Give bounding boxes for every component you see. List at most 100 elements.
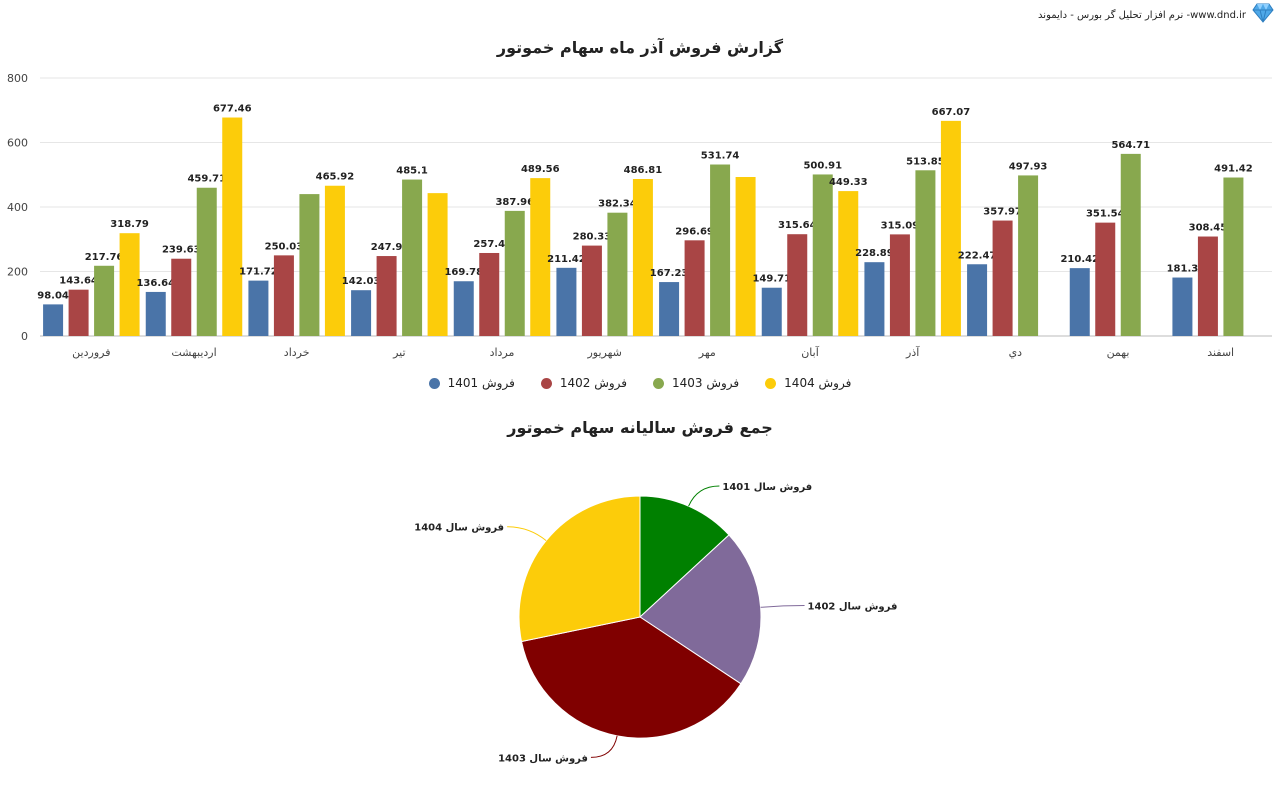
- pie-slice: [520, 616, 742, 739]
- data-label: 280.33: [573, 232, 612, 243]
- bar: [1018, 175, 1039, 336]
- brand-text: نرم افزار تحلیل گر بورس - دایموند -www.d…: [1038, 9, 1246, 21]
- data-label: 211.42: [547, 254, 586, 265]
- bar: [479, 252, 500, 336]
- data-label: 98.04: [37, 290, 69, 301]
- pie-slice: [639, 534, 762, 685]
- legend-label: فروش 1404: [784, 376, 852, 390]
- bar: [1223, 177, 1244, 336]
- bar: [787, 234, 808, 336]
- bar: [94, 265, 115, 336]
- legend-item-1402[interactable]: فروش 1402: [540, 376, 627, 390]
- data-label: 296.69: [675, 226, 714, 237]
- legend-swatch: [653, 377, 664, 389]
- data-label: 169.78: [444, 267, 483, 278]
- data-label: 308.45: [1189, 223, 1228, 234]
- bar: [427, 193, 448, 336]
- bar: [1172, 277, 1193, 336]
- x-tick-label: آبان: [801, 345, 819, 359]
- bar: [299, 194, 320, 336]
- bar: [376, 256, 397, 336]
- x-tick-label: مرداد: [490, 346, 515, 359]
- data-label: 465.92: [316, 172, 355, 183]
- bar: [940, 120, 961, 336]
- leader-line: [590, 735, 618, 758]
- bar: [196, 187, 217, 336]
- legend-item-1404[interactable]: فروش 1404: [765, 376, 851, 390]
- data-label: 136.64: [136, 278, 175, 289]
- data-label: 315.64: [778, 220, 817, 231]
- bar: [119, 233, 140, 336]
- x-tick-label: فروردین: [72, 346, 110, 359]
- data-label: 485.1: [396, 166, 428, 177]
- bar-chart-legend: فروش 1401 فروش 1402 فروش 1403 فروش 1404: [0, 373, 1280, 393]
- data-label: 171.72: [239, 267, 278, 278]
- x-tick-label: دي: [1009, 346, 1023, 359]
- bar: [838, 191, 859, 336]
- bar: [889, 234, 910, 336]
- x-tick-label: اسفند: [1207, 346, 1234, 359]
- data-label: 143.64: [59, 276, 98, 287]
- x-tick-label: شهریور: [586, 346, 621, 359]
- leader-line: [688, 485, 720, 507]
- data-label: 387.96: [495, 197, 534, 208]
- bar: [248, 280, 269, 336]
- bar: [530, 178, 551, 336]
- x-tick-label: آذر: [905, 345, 920, 359]
- bar: [453, 281, 474, 336]
- slice-label: فروش سال 1402: [808, 602, 898, 613]
- bar: [1069, 268, 1090, 336]
- bar: [710, 164, 731, 336]
- bar: [351, 290, 372, 336]
- data-label: 677.46: [213, 104, 252, 115]
- bar: [1095, 222, 1116, 336]
- legend-label: فروش 1402: [559, 376, 627, 390]
- bar: [659, 282, 680, 336]
- bar: [222, 117, 243, 336]
- legend-swatch: [428, 377, 440, 389]
- data-label: 497.93: [1009, 161, 1048, 172]
- bar: [324, 185, 345, 336]
- data-label: 667.07: [932, 107, 971, 118]
- legend-label: فروش 1401: [447, 376, 515, 390]
- data-label: 239.63: [162, 245, 201, 256]
- data-label: 222.47: [958, 250, 997, 261]
- bar: [556, 267, 577, 336]
- pie-chart-title: جمع فروش سالیانه سهام خموتور: [507, 418, 773, 437]
- legend-swatch: [765, 377, 777, 389]
- data-label: 357.97: [983, 207, 1022, 218]
- legend-label: فروش 1403: [672, 376, 740, 390]
- bar: [632, 179, 653, 336]
- data-label: 486.81: [624, 165, 663, 176]
- bar: [1197, 236, 1218, 336]
- leader-line: [507, 526, 547, 541]
- bar: [735, 177, 756, 336]
- data-label: 315.09: [881, 220, 920, 231]
- bar: [607, 212, 628, 336]
- legend-swatch: [540, 377, 552, 389]
- data-label: 210.42: [1060, 254, 1099, 265]
- data-label: 489.56: [521, 164, 560, 175]
- data-label: 491.42: [1214, 164, 1253, 175]
- y-tick-label: 400: [7, 201, 28, 214]
- bar: [145, 291, 166, 336]
- bar-chart-title: گزارش فروش آذر ماه سهام خموتور: [496, 38, 784, 57]
- monthly-sales-bar-chart: 0 200 400 600 800 98.04 143.64 217.76 318.79 فرور…: [7, 72, 1272, 359]
- pie-slice: [518, 495, 641, 643]
- y-tick-label: 600: [7, 137, 28, 150]
- legend-item-1403[interactable]: فروش 1403: [653, 376, 739, 390]
- data-label: 351.54: [1086, 209, 1125, 220]
- bar: [684, 240, 705, 336]
- bar: [761, 287, 782, 336]
- bar: [812, 174, 833, 336]
- data-label: 382.34: [598, 199, 637, 210]
- x-tick-label: اردیبهشت: [171, 346, 216, 359]
- bar: [273, 255, 294, 336]
- x-tick-label: بهمن: [1107, 346, 1130, 359]
- data-label: 247.9: [371, 242, 403, 253]
- data-label: 513.85: [906, 156, 945, 167]
- data-label: 564.71: [1111, 140, 1150, 151]
- slice-label: فروش سال 1401: [722, 482, 812, 493]
- y-tick-label: 800: [7, 72, 28, 85]
- legend-item-1401[interactable]: فروش 1401: [428, 376, 515, 390]
